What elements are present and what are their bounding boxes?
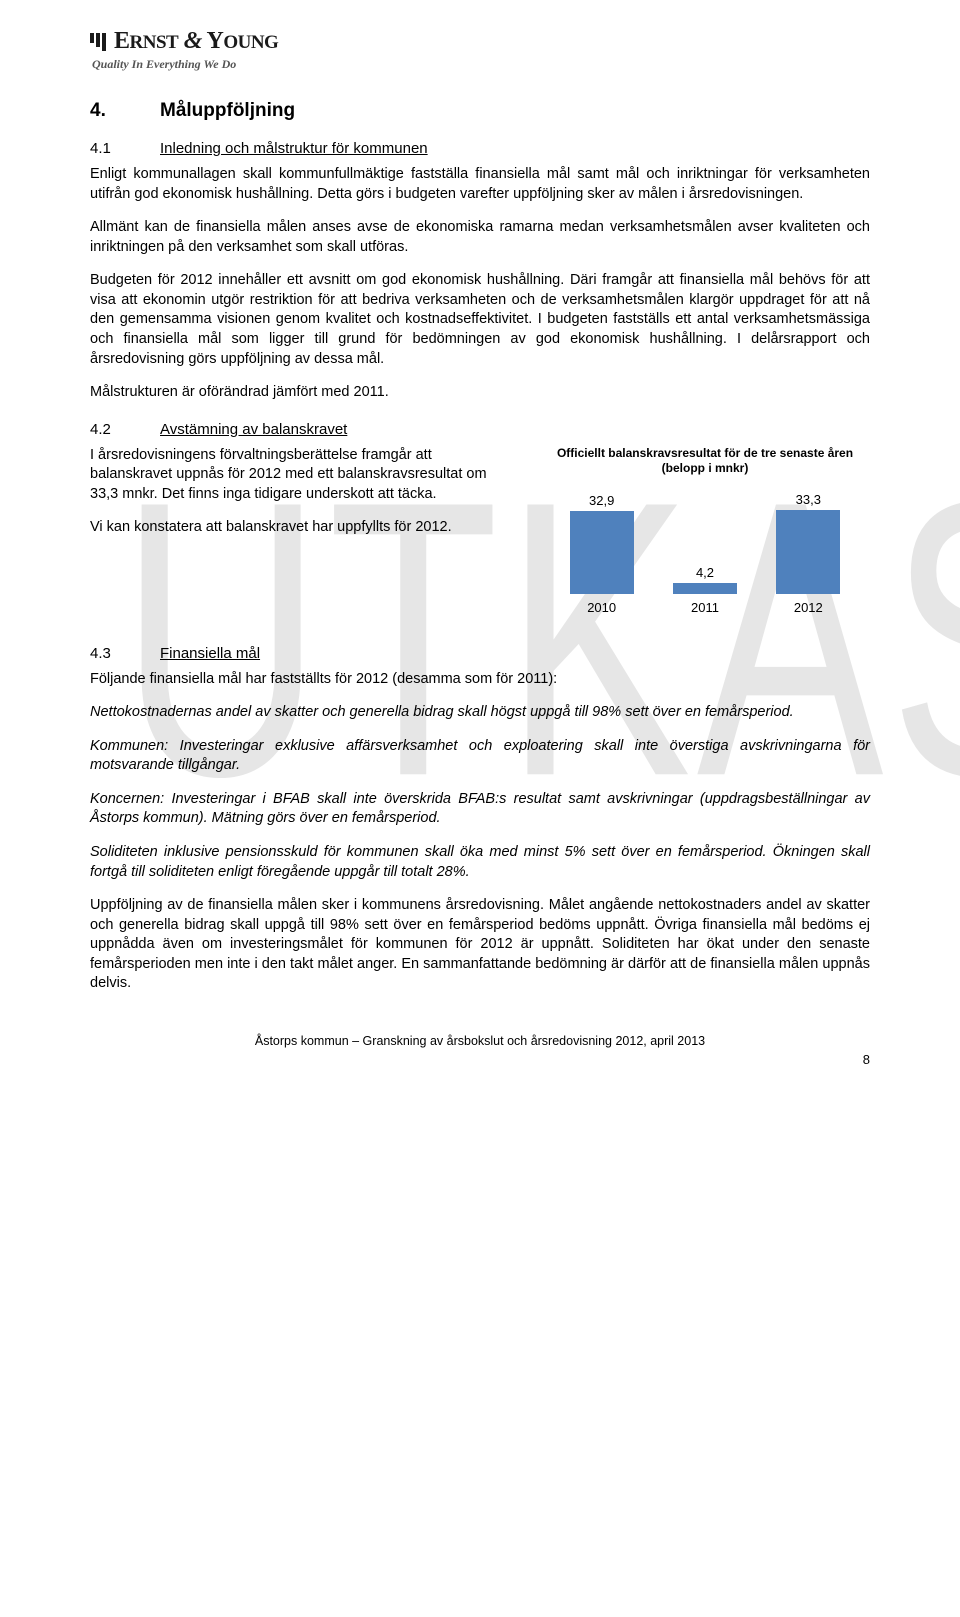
chart-title: Officiellt balanskravsresultat för de tr… [540,446,870,476]
para-4-3-closing: Uppföljning av de finansiella målen sker… [90,896,870,994]
bar-group: 4,2 [665,565,745,594]
bar [673,583,737,594]
para-4-1-c: Budgeten för 2012 innehåller ett avsnitt… [90,271,870,369]
heading-4-1-title: Inledning och målstruktur för kommunen [160,140,428,157]
bar-value-label: 33,3 [796,492,821,507]
heading-4-3: 4.3 Finansiella mål [90,645,870,662]
goal-1: Nettokostnadernas andel av skatter och g… [90,703,870,723]
bar-group: 33,3 [768,492,848,594]
page-number: 8 [90,1052,870,1067]
bar [776,510,840,594]
heading-4-title: Måluppföljning [160,100,295,122]
x-axis-label: 2012 [768,600,848,615]
ey-logo: ERNST & YOUNG [90,28,870,55]
ey-brand-text: ERNST & YOUNG [114,28,278,55]
heading-4-2-title: Avstämning av balanskravet [160,421,347,438]
para-4-1-b: Allmänt kan de finansiella målen anses a… [90,218,870,257]
para-4-3-intro: Följande finansiella mål har fastställts… [90,670,870,690]
ey-tagline: Quality In Everything We Do [92,57,870,72]
bar-value-label: 32,9 [589,493,614,508]
goal-4: Soliditeten inklusive pensionsskuld för … [90,843,870,882]
heading-4-num: 4. [90,100,160,122]
logo-block: ERNST & YOUNG Quality In Everything We D… [90,28,870,72]
heading-4-1-num: 4.1 [90,140,160,157]
goal-2: Kommunen: Investeringar exklusive affärs… [90,737,870,776]
bar-group: 32,9 [562,493,642,594]
goal-3: Koncernen: Investeringar i BFAB skall in… [90,790,870,829]
heading-4-3-num: 4.3 [90,645,160,662]
heading-4-2: 4.2 Avstämning av balanskravet [90,421,870,438]
heading-4: 4. Måluppföljning [90,100,870,122]
para-4-2-b: Vi kan konstatera att balanskravet har u… [90,518,510,538]
heading-4-1: 4.1 Inledning och målstruktur för kommun… [90,140,870,157]
heading-4-2-num: 4.2 [90,421,160,438]
x-axis-label: 2010 [562,600,642,615]
para-4-1-d: Målstrukturen är oförändrad jämfört med … [90,383,870,403]
bar [570,511,634,594]
bar-value-label: 4,2 [696,565,714,580]
footer-line: Åstorps kommun – Granskning av årsbokslu… [90,1034,870,1048]
heading-4-3-title: Finansiella mål [160,645,260,662]
balance-chart: 32,9 4,2 33,3 2010 2011 2012 [540,484,870,615]
x-axis-label: 2011 [665,600,745,615]
para-4-1-a: Enligt kommunallagen skall kommunfullmäk… [90,165,870,204]
ey-bars-icon [90,33,106,51]
para-4-2-a: I årsredovisningens förvaltningsberättel… [90,446,510,505]
